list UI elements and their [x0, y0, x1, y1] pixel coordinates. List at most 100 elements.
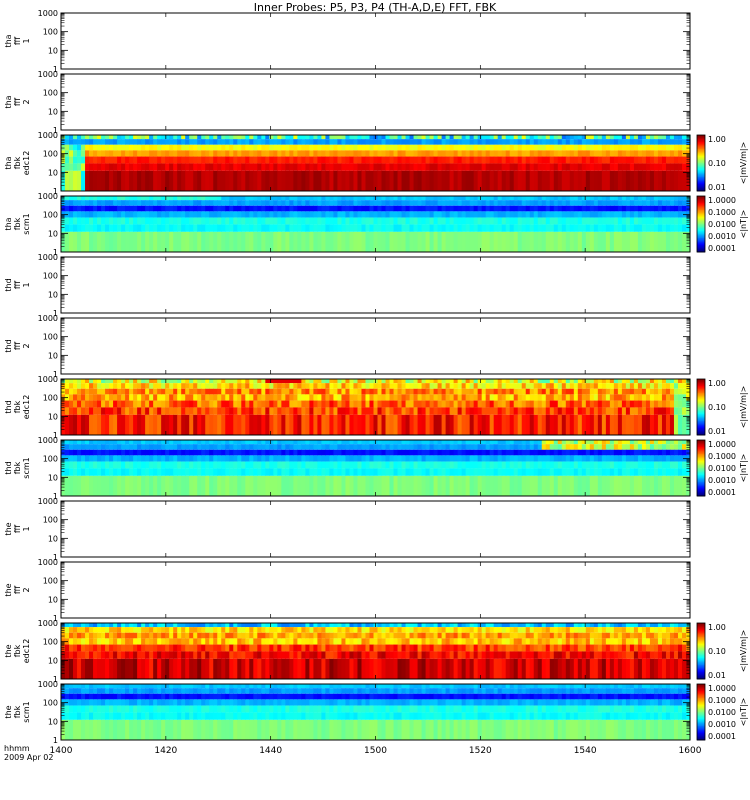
spectrogram-cell	[449, 388, 455, 395]
spectrogram-cell	[665, 156, 671, 164]
spectrogram-cell	[637, 224, 643, 232]
spectrogram-cell	[217, 205, 222, 212]
spectrogram-cell	[137, 407, 142, 415]
spectrogram-cell	[77, 170, 82, 191]
spectrogram-cell	[429, 379, 435, 384]
spectrogram-cell	[617, 205, 623, 212]
spectrogram-cell	[385, 224, 391, 232]
spectrogram-cell	[537, 224, 543, 232]
spectrogram-cell	[321, 217, 327, 225]
spectrogram-cell	[141, 388, 146, 395]
spectrogram-cell	[297, 455, 302, 462]
spectrogram-cell	[69, 163, 74, 171]
spectrogram-cell	[477, 163, 483, 171]
spectrogram-cell	[665, 144, 671, 151]
spectrogram-cell	[185, 211, 190, 218]
spectrogram-cell	[253, 449, 258, 456]
spectrogram-cell	[309, 468, 314, 476]
spectrogram-cell	[645, 139, 651, 145]
spectrogram-cell	[405, 170, 411, 191]
spectrogram-cell	[85, 444, 90, 450]
spectrogram-cell	[165, 468, 170, 476]
spectrogram-cell	[501, 388, 507, 395]
spectrogram-cell	[289, 205, 294, 212]
spectrogram-cell	[389, 394, 395, 401]
spectrogram-cell	[589, 150, 595, 157]
spectrogram-cell	[405, 394, 411, 401]
spectrogram-cell	[349, 200, 355, 206]
spectrogram-cell	[253, 200, 258, 206]
spectrogram-cell	[601, 200, 607, 206]
spectrogram-cell	[677, 379, 683, 384]
spectrogram-cell	[173, 455, 178, 462]
spectrogram-cell	[641, 400, 647, 408]
spectrogram-cell	[681, 156, 687, 164]
spectrogram-cell	[109, 383, 114, 389]
spectrogram-cell	[461, 400, 467, 408]
spectrogram-cell	[425, 196, 431, 201]
spectrogram-cell	[469, 231, 475, 252]
spectrogram-cell	[445, 231, 451, 252]
spectrogram-cell	[157, 200, 162, 206]
spectrogram-cell	[241, 407, 246, 415]
spectrogram-cell	[645, 388, 651, 395]
spectrogram-cell	[645, 407, 651, 415]
spectrogram-cell	[365, 224, 371, 232]
spectrogram-cell	[405, 163, 411, 171]
spectrogram-cell	[677, 200, 683, 206]
spectrogram-cell	[573, 139, 579, 145]
spectrogram-cell	[297, 394, 302, 401]
spectrogram-cell	[77, 224, 82, 232]
spectrogram-cell	[389, 200, 395, 206]
spectrogram-cell	[265, 196, 270, 201]
spectrogram-cell	[65, 383, 70, 389]
spectrogram-cell	[297, 440, 302, 445]
spectrogram-cell	[325, 394, 331, 401]
colorbar-segment	[697, 198, 705, 201]
spectrogram-cell	[585, 231, 591, 252]
spectrogram-cell	[65, 468, 70, 476]
spectrogram-cell	[97, 468, 102, 476]
spectrogram-cell	[669, 139, 675, 145]
spectrogram-cell	[213, 461, 218, 469]
colorbar-segment	[697, 189, 705, 192]
spectrogram-cell	[629, 205, 635, 212]
spectrogram-cell	[637, 400, 643, 408]
spectrogram-cell	[181, 400, 186, 408]
spectrogram-cell	[177, 205, 182, 212]
spectrogram-cell	[201, 394, 206, 401]
spectrogram-cell	[77, 379, 82, 384]
spectrogram-cell	[477, 156, 483, 164]
spectrogram-cell	[293, 394, 298, 401]
spectrogram-cell	[165, 461, 170, 469]
spectrogram-cell	[285, 394, 290, 401]
spectrogram-cell	[165, 388, 170, 395]
spectrogram-cell	[309, 150, 314, 157]
spectrogram-cell	[577, 156, 583, 164]
spectrogram-cell	[445, 217, 451, 225]
spectrogram-cell	[585, 224, 591, 232]
spectrogram-cell	[157, 475, 162, 496]
spectrogram-cell	[481, 196, 487, 201]
spectrogram-cell	[177, 461, 182, 469]
spectrogram-cell	[305, 170, 310, 191]
spectrogram-cell	[133, 217, 138, 225]
spectrogram-cell	[137, 444, 142, 450]
spectrogram-cell	[289, 150, 294, 157]
spectrogram-cell	[253, 388, 258, 395]
spectrogram-cell	[321, 400, 327, 408]
spectrogram-cell	[473, 388, 479, 395]
spectrogram-cell	[85, 150, 90, 157]
spectrogram-cell	[557, 211, 563, 218]
spectrogram-cell	[401, 200, 407, 206]
spectrogram-cell	[113, 400, 118, 408]
spectrogram-cell	[465, 135, 471, 140]
colorbar-segment	[697, 243, 705, 246]
spectrogram-cell	[125, 455, 130, 462]
colorbar-segment	[697, 156, 705, 158]
spectrogram-cell	[169, 388, 174, 395]
spectrogram-cell	[533, 414, 539, 435]
colorbar-segment	[697, 186, 705, 189]
spectrogram-cell	[205, 475, 210, 496]
spectrogram-cell	[457, 163, 463, 171]
